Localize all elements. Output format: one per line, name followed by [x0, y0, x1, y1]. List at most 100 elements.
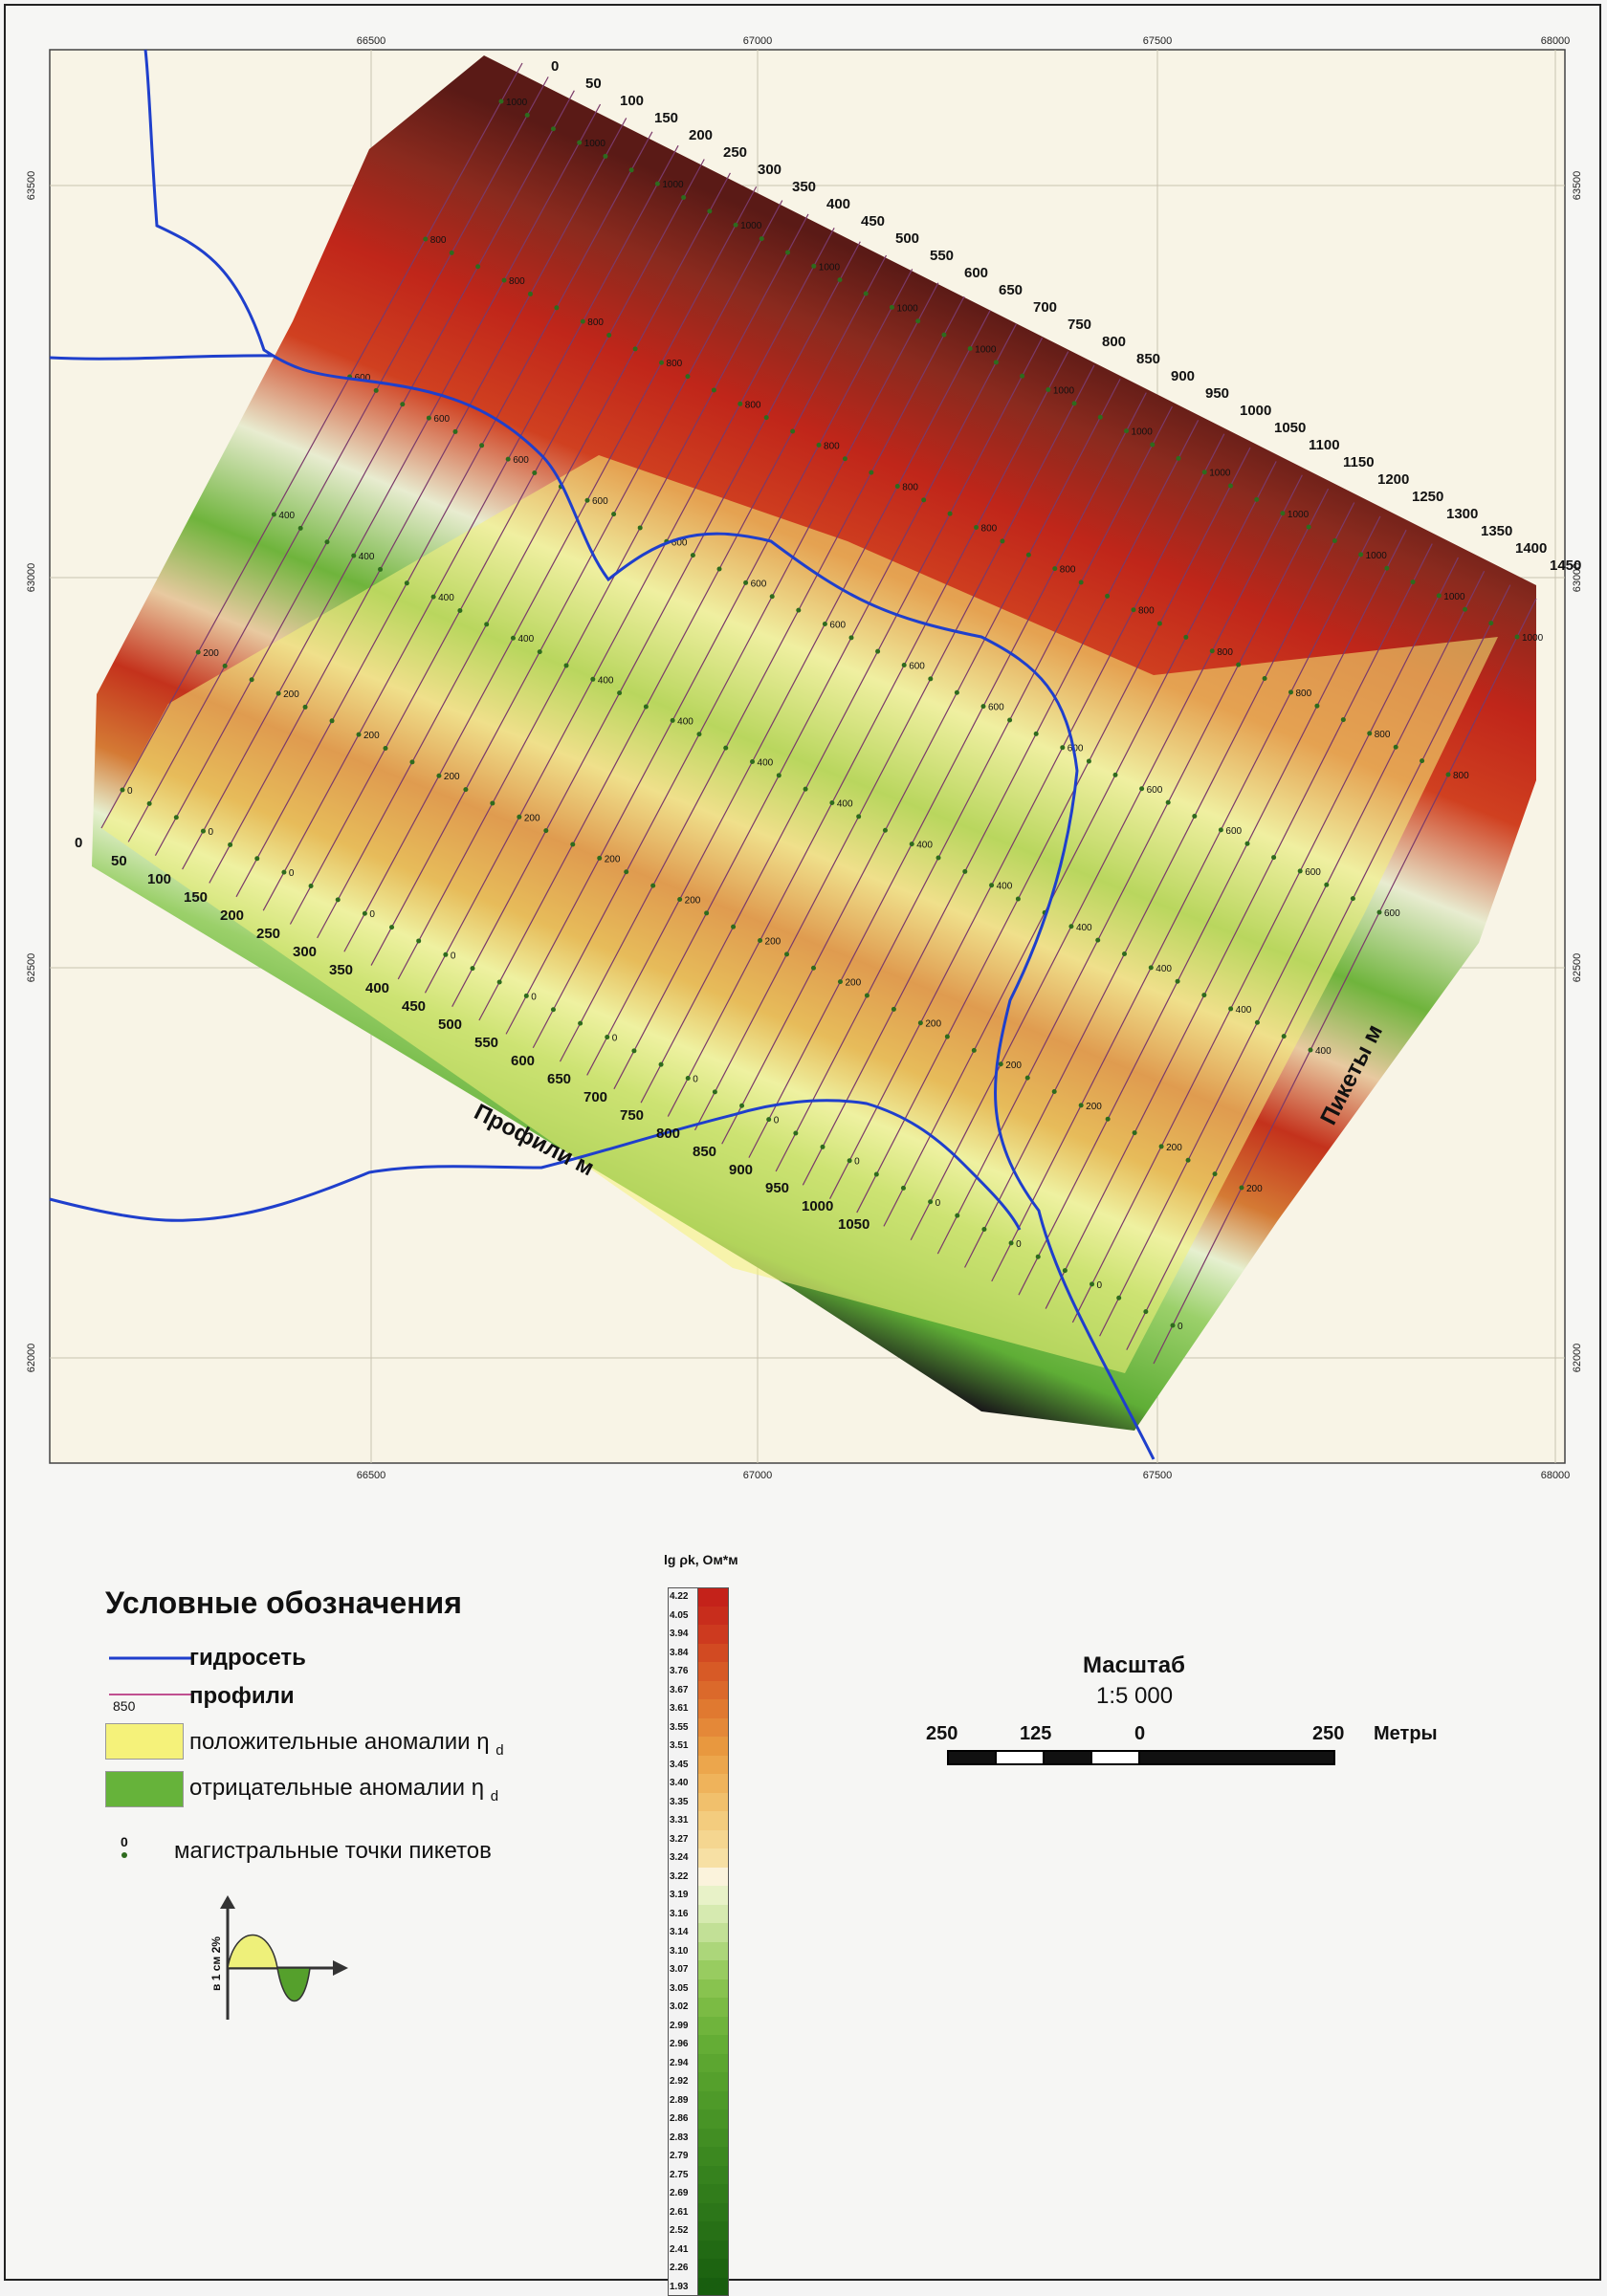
- inner-picket-label: 0: [612, 1033, 618, 1043]
- picket-point: [298, 526, 303, 531]
- inner-picket-label: 600: [1384, 908, 1400, 919]
- picket-point: [1046, 387, 1050, 392]
- colorbar-swatch: [697, 1737, 729, 1756]
- colorbar-title: lg ρk, Ом*м: [664, 1552, 738, 1567]
- colorbar-row: 4.05: [668, 1607, 729, 1626]
- picket-point: [336, 897, 341, 902]
- picket-point: [1446, 773, 1451, 777]
- picket-point: [1052, 1089, 1057, 1094]
- picket-point: [945, 1035, 950, 1039]
- picket-point: [611, 512, 616, 516]
- picket-point: [865, 993, 870, 997]
- picket-point: [856, 814, 861, 819]
- colorbar-value: 3.14: [668, 1923, 697, 1942]
- picket-number: 350: [792, 179, 816, 195]
- inner-picket-label: 1000: [819, 262, 841, 273]
- picket-point: [823, 622, 827, 626]
- colorbar-swatch: [697, 2072, 729, 2091]
- scale-segment-2: [995, 1750, 1045, 1765]
- colorbar-row: 2.61: [668, 2203, 729, 2222]
- picket-point: [1176, 979, 1180, 984]
- scale-ratio: 1:5 000: [1096, 1683, 1173, 1710]
- picket-point: [892, 1007, 896, 1012]
- picket-point: [994, 360, 999, 364]
- picket-point: [351, 554, 356, 558]
- picket-point: [739, 1104, 744, 1108]
- picket-point: [759, 236, 764, 241]
- picket-point: [475, 264, 480, 269]
- picket-point: [597, 856, 602, 861]
- picket-point: [1060, 745, 1065, 750]
- profile-number: 150: [184, 889, 208, 906]
- picket-point: [490, 800, 495, 805]
- colorbar-row: 2.79: [668, 2147, 729, 2166]
- picket-point: [450, 251, 454, 255]
- picket-point: [1034, 732, 1039, 736]
- colorbar-row: 3.27: [668, 1830, 729, 1849]
- profiles-legend-number: 850: [113, 1698, 135, 1714]
- profile-number: 750: [620, 1107, 644, 1124]
- y-tick-label: 62000: [26, 1344, 37, 1373]
- picket-point: [427, 416, 431, 421]
- picket-point: [1255, 1020, 1260, 1025]
- inner-picket-label: 400: [1236, 1005, 1252, 1016]
- picket-point: [1132, 607, 1136, 612]
- picket-point: [1377, 910, 1382, 915]
- inner-picket-label: 800: [981, 524, 998, 535]
- picket-point: [750, 759, 755, 764]
- picket-number: 100: [620, 93, 644, 109]
- picket-point: [955, 690, 959, 695]
- profile-number: 400: [365, 980, 389, 996]
- scale-segment-3: [1043, 1750, 1092, 1765]
- picket-point: [605, 1035, 609, 1039]
- picket-point: [1020, 374, 1024, 379]
- colorbar-value: 3.55: [668, 1718, 697, 1738]
- picket-point: [731, 925, 736, 929]
- picket-point: [1090, 1281, 1094, 1286]
- inner-picket-label: 1000: [896, 303, 918, 314]
- inner-picket-label: 0: [289, 868, 295, 879]
- picket-number: 1150: [1343, 454, 1375, 470]
- picket-point: [981, 704, 986, 709]
- picket-point: [1309, 1048, 1313, 1053]
- picket-point: [525, 113, 530, 118]
- inner-picket-label: 0: [936, 1198, 941, 1209]
- inner-picket-label: 400: [598, 675, 614, 686]
- colorbar-swatch: [697, 1905, 729, 1924]
- inner-picket-label: 0: [531, 992, 537, 1002]
- picket-point: [201, 829, 206, 834]
- picket-number: 550: [930, 248, 954, 264]
- picket-point: [849, 635, 854, 640]
- picket-point: [629, 167, 634, 172]
- positive-anomaly-label: положительные аномалии η d: [189, 1729, 504, 1759]
- picket-point: [1079, 579, 1084, 584]
- inner-picket-label: 1000: [740, 221, 762, 231]
- picket-point: [1068, 924, 1073, 929]
- inner-picket-label: 800: [430, 235, 447, 246]
- inner-picket-label: 800: [587, 317, 604, 328]
- points-legend-label: магистральные точки пикетов: [174, 1838, 492, 1865]
- inner-picket-label: 0: [369, 909, 375, 920]
- x-tick-label: 67500: [1143, 35, 1173, 47]
- picket-point: [1095, 938, 1100, 943]
- colorbar-row: 3.76: [668, 1662, 729, 1681]
- inner-picket-label: 600: [751, 579, 767, 589]
- picket-point: [875, 649, 880, 654]
- colorbar-swatch: [697, 1793, 729, 1812]
- picket-number: 1450: [1550, 558, 1581, 574]
- y-tick-label: 62500: [1572, 953, 1583, 983]
- picket-point: [196, 650, 201, 655]
- scale-label-2: 125: [1020, 1723, 1051, 1745]
- colorbar-row: 2.69: [668, 2184, 729, 2203]
- picket-point: [1488, 621, 1493, 625]
- colorbar-row: 2.83: [668, 2129, 729, 2148]
- profile-number: 0: [75, 835, 82, 851]
- inner-picket-label: 400: [758, 757, 774, 768]
- colorbar-row: 2.89: [668, 2091, 729, 2110]
- colorbar-row: 1.93: [668, 2278, 729, 2296]
- inner-picket-label: 800: [667, 359, 683, 369]
- scale-unit: Метры: [1374, 1723, 1438, 1745]
- picket-point: [502, 278, 507, 283]
- colorbar-swatch: [697, 1699, 729, 1718]
- picket-point: [838, 979, 843, 984]
